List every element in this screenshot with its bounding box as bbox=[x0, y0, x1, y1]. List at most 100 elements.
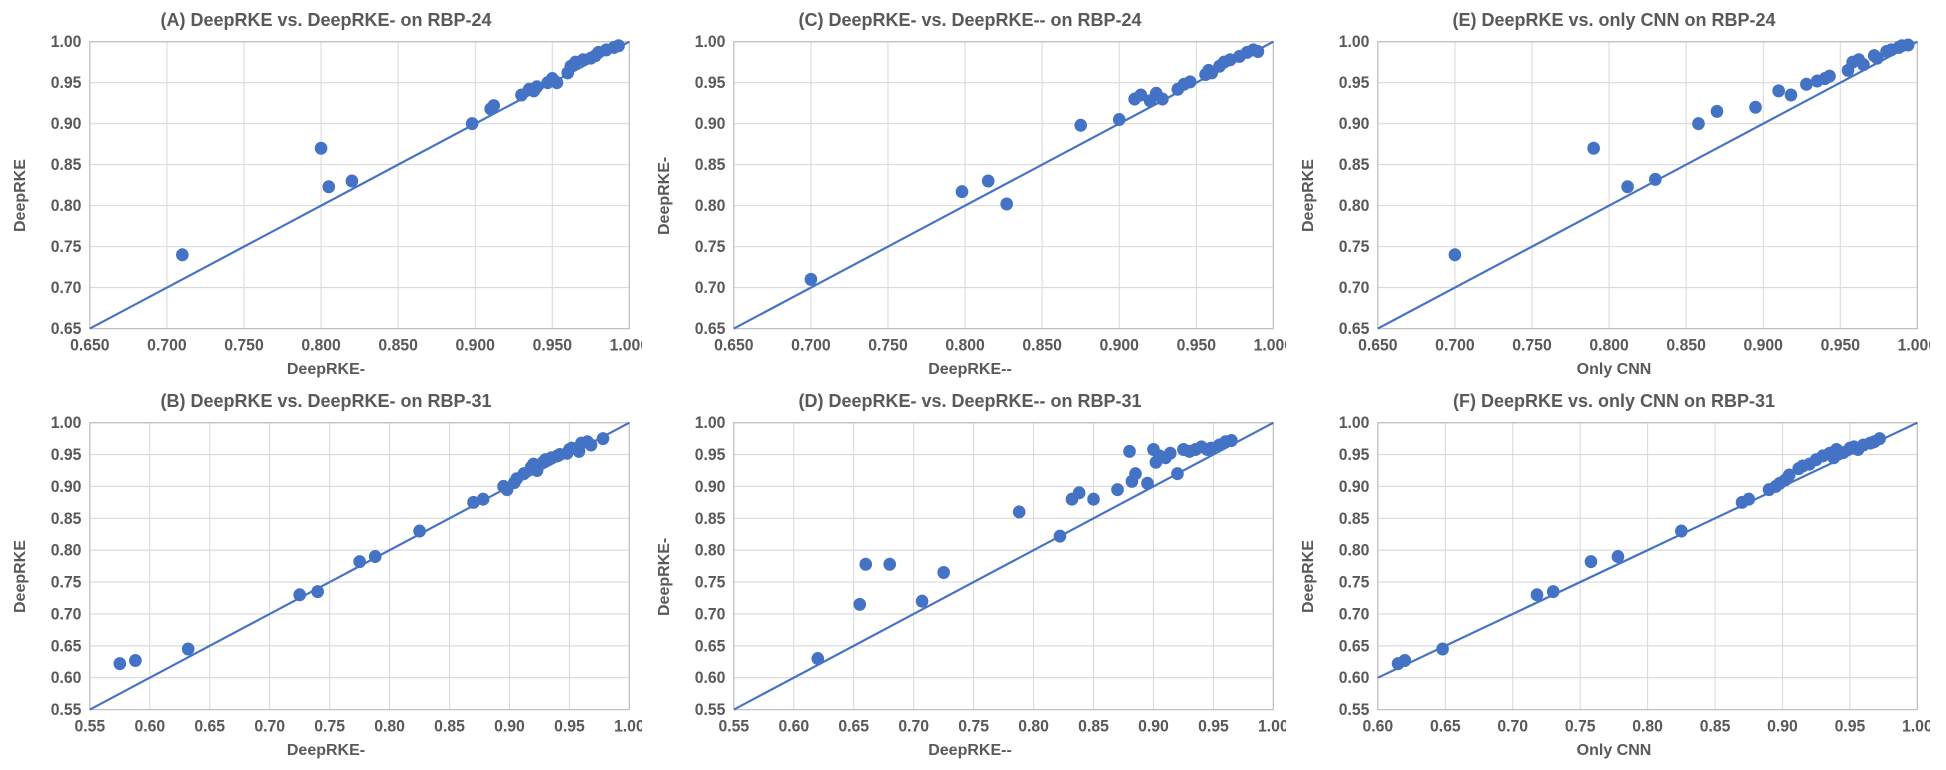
x-tick-label: 0.900 bbox=[455, 336, 495, 354]
x-tick-label: 0.750 bbox=[868, 336, 908, 354]
y-tick-label: 0.70 bbox=[1339, 279, 1370, 297]
y-tick-label: 1.00 bbox=[695, 33, 726, 51]
y-tick-label: 0.55 bbox=[1339, 701, 1370, 719]
x-tick-label: 0.95 bbox=[1835, 717, 1866, 735]
x-axis-label: DeepRKE-- bbox=[928, 361, 1012, 379]
x-axis-label: Only CNN bbox=[1577, 742, 1652, 760]
x-tick-label: 0.85 bbox=[434, 717, 465, 735]
data-point bbox=[1857, 58, 1870, 71]
data-point bbox=[1711, 105, 1724, 118]
data-point bbox=[937, 566, 950, 579]
x-tick-label: 0.60 bbox=[778, 717, 809, 735]
data-point bbox=[982, 175, 995, 188]
x-tick-label: 0.950 bbox=[1821, 336, 1861, 354]
y-tick-label: 0.70 bbox=[695, 605, 726, 623]
data-point bbox=[1547, 585, 1560, 598]
y-tick-label: 0.85 bbox=[1339, 156, 1370, 174]
data-point bbox=[1585, 555, 1598, 568]
x-tick-label: 0.950 bbox=[533, 336, 573, 354]
x-tick-label: 0.850 bbox=[1022, 336, 1062, 354]
y-tick-label: 0.95 bbox=[695, 74, 726, 92]
data-point bbox=[853, 598, 866, 611]
panel-title: (A) DeepRKE vs. DeepRKE- on RBP-24 bbox=[160, 10, 491, 31]
data-point bbox=[293, 588, 306, 601]
x-axis-label: DeepRKE- bbox=[287, 742, 365, 760]
plot-area: DeepRKE0.6500.7000.7500.8000.8500.9000.9… bbox=[10, 33, 642, 359]
scatter-panel-D: (D) DeepRKE- vs. DeepRKE-- on RBP-31Deep… bbox=[654, 391, 1286, 760]
y-tick-label: 0.95 bbox=[51, 446, 82, 464]
data-point bbox=[1087, 493, 1100, 506]
x-tick-label: 0.800 bbox=[945, 336, 985, 354]
data-point bbox=[1129, 467, 1142, 480]
data-point bbox=[353, 555, 366, 568]
x-tick-label: 0.65 bbox=[838, 717, 869, 735]
y-tick-label: 0.80 bbox=[51, 541, 82, 559]
x-tick-label: 0.850 bbox=[378, 336, 418, 354]
y-tick-label: 0.70 bbox=[695, 279, 726, 297]
x-tick-label: 0.65 bbox=[194, 717, 225, 735]
y-tick-label: 0.65 bbox=[51, 637, 82, 655]
data-point bbox=[1692, 117, 1705, 130]
data-point bbox=[805, 273, 818, 286]
data-point bbox=[477, 493, 490, 506]
y-tick-label: 0.75 bbox=[1339, 573, 1370, 591]
data-point bbox=[956, 185, 969, 198]
y-axis-label: DeepRKE bbox=[10, 414, 32, 740]
y-tick-label: 0.90 bbox=[51, 115, 82, 133]
y-tick-label: 0.95 bbox=[51, 74, 82, 92]
data-point bbox=[1074, 119, 1087, 132]
y-tick-label: 1.00 bbox=[695, 414, 726, 432]
y-tick-label: 0.95 bbox=[1339, 74, 1370, 92]
x-tick-label: 0.95 bbox=[1198, 717, 1229, 735]
scatter-panel-F: (F) DeepRKE vs. only CNN on RBP-31DeepRK… bbox=[1298, 391, 1930, 760]
data-point bbox=[1171, 467, 1184, 480]
data-point bbox=[1113, 113, 1126, 126]
y-tick-label: 0.65 bbox=[51, 320, 82, 338]
x-tick-label: 0.70 bbox=[898, 717, 929, 735]
data-point bbox=[466, 117, 479, 130]
x-tick-label: 0.85 bbox=[1078, 717, 1109, 735]
x-tick-label: 0.800 bbox=[1589, 336, 1629, 354]
data-point bbox=[1156, 93, 1169, 106]
scatter-svg: 0.6500.7000.7500.8000.8500.9000.9501.000… bbox=[32, 33, 642, 359]
y-axis-label: DeepRKE bbox=[10, 33, 32, 359]
y-tick-label: 1.00 bbox=[1339, 33, 1370, 51]
y-tick-label: 0.75 bbox=[51, 573, 82, 591]
data-point bbox=[883, 558, 896, 571]
x-tick-label: 0.750 bbox=[1512, 336, 1552, 354]
y-tick-label: 0.95 bbox=[1339, 446, 1370, 464]
scatter-panel-A: (A) DeepRKE vs. DeepRKE- on RBP-24 DeepRK… bbox=[10, 10, 642, 379]
y-tick-label: 0.75 bbox=[51, 238, 82, 256]
x-tick-label: 0.80 bbox=[1018, 717, 1049, 735]
y-tick-label: 0.80 bbox=[695, 541, 726, 559]
x-tick-label: 0.60 bbox=[1363, 717, 1394, 735]
data-point bbox=[182, 642, 195, 655]
plot-area: DeepRKE-0.6500.7000.7500.8000.8500.9000.… bbox=[654, 33, 1286, 359]
data-point bbox=[1111, 483, 1124, 496]
panel-title: (B) DeepRKE vs. DeepRKE- on RBP-31 bbox=[160, 391, 491, 412]
data-point bbox=[369, 550, 382, 563]
x-tick-label: 1.00 bbox=[1258, 717, 1286, 735]
x-tick-label: 0.70 bbox=[254, 717, 285, 735]
plot-area: DeepRKE0.550.600.650.700.750.800.850.900… bbox=[10, 414, 642, 740]
x-tick-label: 0.70 bbox=[1497, 717, 1528, 735]
plot-area: DeepRKE0.6500.7000.7500.8000.8500.9000.9… bbox=[1298, 33, 1930, 359]
y-tick-label: 0.70 bbox=[1339, 605, 1370, 623]
y-tick-label: 0.80 bbox=[695, 197, 726, 215]
panel-title: (D) DeepRKE- vs. DeepRKE-- on RBP-31 bbox=[798, 391, 1141, 412]
data-point bbox=[1649, 173, 1662, 186]
scatter-panel-C: (C) DeepRKE- vs. DeepRKE-- on RBP-24Deep… bbox=[654, 10, 1286, 379]
y-tick-label: 0.85 bbox=[1339, 510, 1370, 528]
scatter-svg: 0.6500.7000.7500.8000.8500.9000.9501.000… bbox=[1320, 33, 1930, 359]
data-point bbox=[1742, 493, 1755, 506]
data-point bbox=[531, 80, 544, 93]
x-tick-label: 0.95 bbox=[554, 717, 585, 735]
x-tick-label: 0.950 bbox=[1177, 336, 1217, 354]
y-tick-label: 0.75 bbox=[695, 238, 726, 256]
data-point bbox=[1141, 477, 1154, 490]
data-point bbox=[1164, 447, 1177, 460]
data-point bbox=[413, 525, 426, 538]
data-point bbox=[114, 657, 127, 670]
x-tick-label: 0.650 bbox=[1358, 336, 1398, 354]
data-point bbox=[1123, 445, 1136, 458]
